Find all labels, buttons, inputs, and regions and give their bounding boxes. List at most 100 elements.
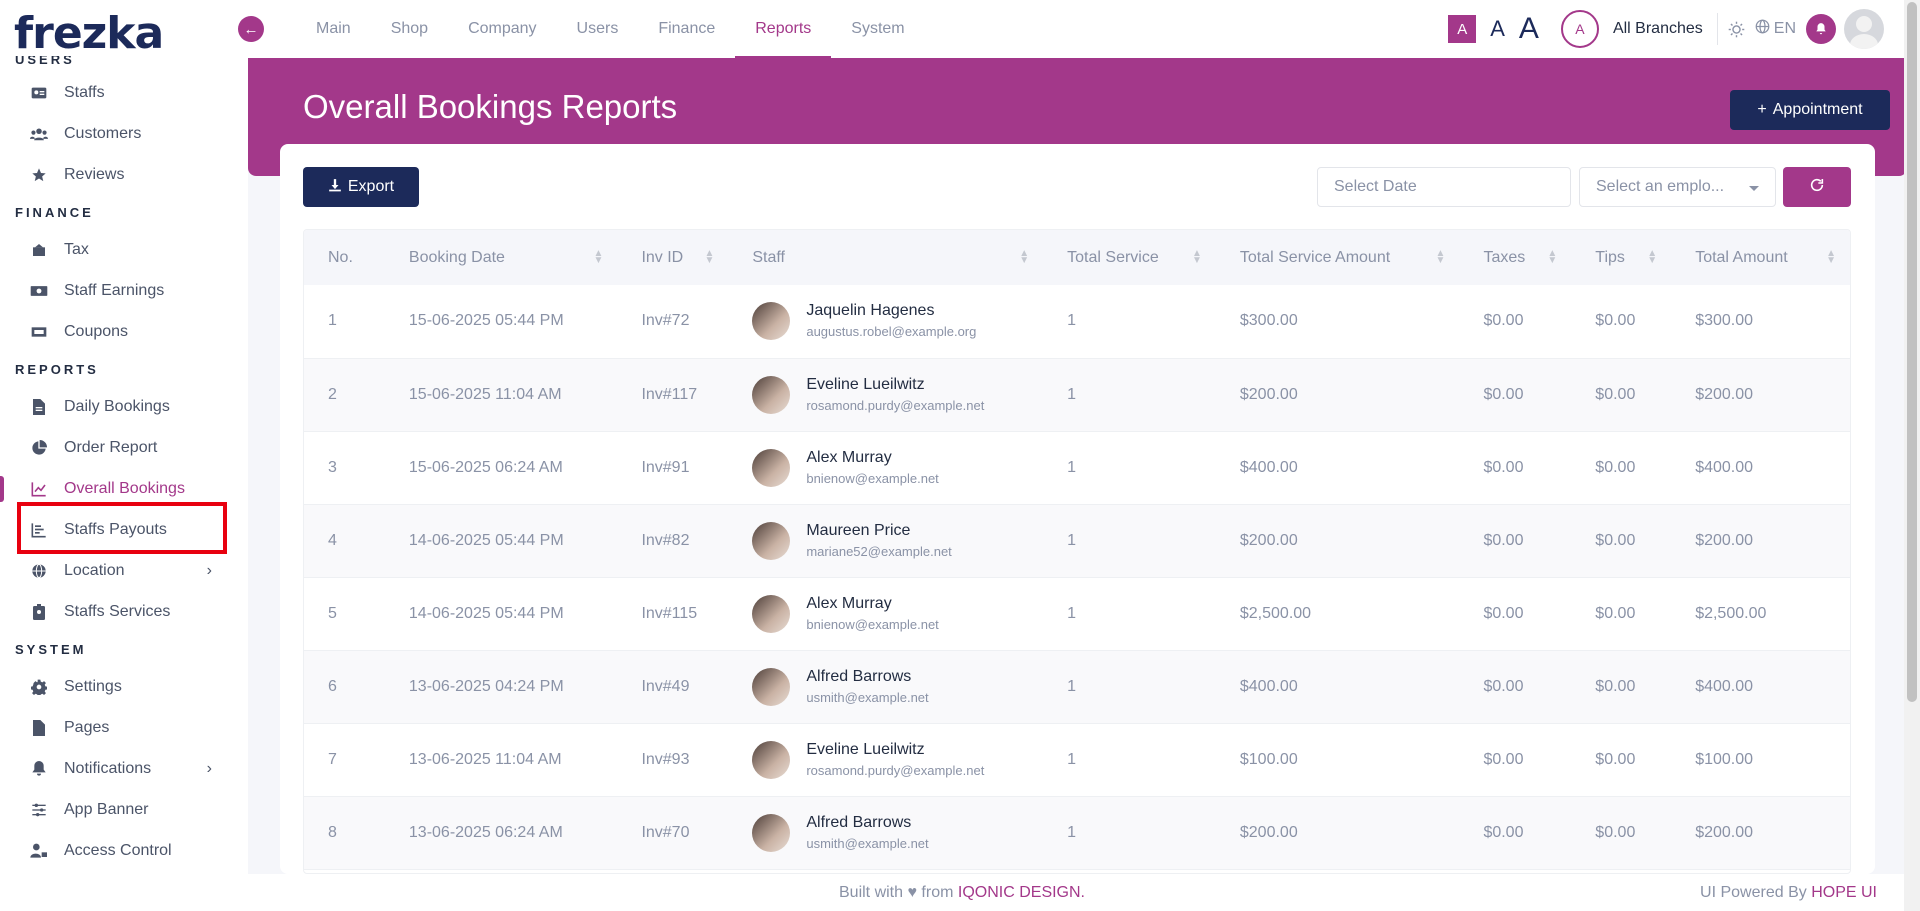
sidebar-item-customers[interactable]: Customers [0,113,248,154]
sidebar-item-staffs[interactable]: Staffs [0,72,248,113]
column-header[interactable]: No. [304,230,385,285]
table-row[interactable]: 6 13-06-2025 04:24 PM Inv#49 Alfred Barr… [304,650,1850,723]
sliders-icon [30,801,48,819]
branch-avatar[interactable]: A [1560,10,1599,48]
sidebar-item-staffs-services[interactable]: Staffs Services [0,591,248,632]
column-header-label: Booking Date [408,248,505,266]
topbar-right: A A A A All Branches EN [1448,0,1884,58]
column-header-label: No. [328,248,353,266]
sidebar-item-daily-bookings[interactable]: Daily Bookings [0,386,248,427]
language-selector[interactable]: EN [1755,19,1796,39]
nav-tab-company[interactable]: Company [468,20,537,37]
scrollbar-thumb[interactable] [1907,2,1917,702]
column-header[interactable]: Inv ID ▲ ▼ [617,230,728,285]
column-header[interactable]: Taxes ▲ ▼ [1459,230,1571,285]
sidebar-item-coupons[interactable]: Coupons [0,311,248,352]
column-header-label: Total Service Amount [1239,248,1391,266]
cell-no: 8 [328,823,337,841]
cell-staff: Maureen Price mariane52@example.net [728,504,1043,577]
nav-tab-system[interactable]: System [851,20,905,37]
sidebar-item-label: Tax [64,240,89,258]
sidebar-item-order-report[interactable]: Order Report [0,427,248,468]
employee-select[interactable]: Select an emplo... [1579,167,1776,207]
staff-avatar [752,521,791,560]
sidebar-item-reviews[interactable]: Reviews [0,154,248,195]
nav-tab-main[interactable]: Main [316,20,351,37]
page-title: Overall Bookings Reports [303,88,678,125]
font-size-medium-button[interactable]: A [1490,16,1505,41]
export-button[interactable]: Export [303,167,419,207]
sidebar-item-access-control[interactable]: Access Control [0,830,248,871]
sort-icon: ▲ ▼ [1547,248,1558,266]
sidebar-item-tax[interactable]: Tax [0,229,248,270]
font-size-large-button[interactable]: A [1518,12,1539,45]
sidebar-item-overall-bookings[interactable]: Overall Bookings [0,468,248,509]
sidebar-item-staffs-payouts[interactable]: Staffs Payouts [0,509,248,550]
sidebar-section-title: FINANCE [15,204,94,220]
cell-total-service: 1 [1067,531,1077,549]
table-row[interactable]: 2 15-06-2025 11:04 AM Inv#117 Eveline Lu… [304,358,1850,431]
cell-total-service: 1 [1067,677,1077,695]
cell-no: 6 [328,677,337,695]
sidebar-item-label: Staff Earnings [64,281,165,299]
table-row[interactable]: 5 14-06-2025 05:44 PM Inv#115 Alex Murra… [304,577,1850,650]
theme-sun-icon[interactable] [1728,21,1745,38]
table-row[interactable]: 3 15-06-2025 06:24 AM Inv#91 Alex Murray… [304,431,1850,504]
user-lock-icon [30,842,48,860]
nav-tab-reports[interactable]: Reports [735,0,832,58]
export-label: Export [347,178,395,195]
cell-staff: Alex Murray bnienow@example.net [728,431,1043,504]
staff-avatar [752,594,791,633]
brand-logo[interactable]: frezka [14,8,164,59]
cell-total-amount: $200.00 [1695,823,1754,841]
table-row[interactable]: 1 15-06-2025 05:44 PM Inv#72 Jaquelin Ha… [304,285,1850,358]
staff-name: Eveline Lueilwitz [806,740,925,758]
cell-taxes: $0.00 [1483,677,1524,695]
sidebar-item-location[interactable]: Location › [0,550,248,591]
staff-email: bnienow@example.net [806,470,939,486]
cell-total-service: 1 [1067,312,1077,330]
table-row[interactable]: 8 13-06-2025 06:24 AM Inv#70 Alfred Barr… [304,796,1850,869]
staff-avatar [752,740,791,779]
chevron-down-icon [1749,186,1759,191]
nav-tab-shop[interactable]: Shop [390,20,429,37]
hope-ui-link[interactable]: HOPE UI [1811,883,1877,901]
cell-staff: Alfred Barrows usmith@example.net [728,650,1043,723]
add-appointment-button[interactable]: + Appointment [1730,90,1890,130]
user-avatar[interactable] [1844,9,1884,49]
notification-bell-icon[interactable] [1806,14,1836,44]
column-header[interactable]: Total Service Amount ▲ ▼ [1216,230,1460,285]
sidebar-item-staff-earnings[interactable]: Staff Earnings [0,270,248,311]
column-header[interactable]: Staff ▲ ▼ [728,230,1043,285]
font-size-small-button[interactable]: A [1448,15,1477,43]
column-header[interactable]: Total Amount ▲ ▼ [1671,230,1850,285]
chevron-right-icon: › [206,561,212,579]
cell-taxes: $0.00 [1483,531,1524,549]
page-scrollbar[interactable] [1904,0,1920,911]
table-row[interactable]: 7 13-06-2025 11:04 AM Inv#93 Eveline Lue… [304,723,1850,796]
sidebar-item-notifications[interactable]: Notifications › [0,748,248,789]
column-header[interactable]: Tips ▲ ▼ [1571,230,1671,285]
sidebar-item-label: Staffs Payouts [64,520,167,538]
cell-tips: $0.00 [1595,531,1636,549]
column-header[interactable]: Total Service ▲ ▼ [1043,230,1216,285]
cell-booking-date: 14-06-2025 05:44 PM [408,531,564,549]
branch-selector[interactable]: All Branches [1612,20,1703,37]
table-row[interactable]: 4 14-06-2025 05:44 PM Inv#82 Maureen Pri… [304,504,1850,577]
iqonic-link[interactable]: IQONIC DESIGN. [957,883,1085,901]
sidebar: frezka USERS Staffs Customers Reviews FI… [0,0,248,911]
sidebar-item-app-banner[interactable]: App Banner [0,789,248,830]
sidebar-item-pages[interactable]: Pages [0,707,248,748]
badge-icon [30,603,48,621]
date-filter-input[interactable]: Select Date [1317,167,1571,207]
staff-name: Eveline Lueilwitz [806,375,925,393]
nav-tab-finance[interactable]: Finance [658,20,716,37]
cell-staff: Alfred Barrows usmith@example.net [728,796,1043,869]
reset-filter-button[interactable] [1783,167,1851,207]
sidebar-item-settings[interactable]: Settings [0,666,248,707]
back-arrow-icon[interactable]: ← [238,16,264,42]
sidebar-item-label: Staffs [64,83,105,101]
column-header[interactable]: Booking Date ▲ ▼ [385,230,618,285]
footer-built-text: Built with ♥ from [839,883,954,901]
nav-tab-users[interactable]: Users [576,20,619,37]
